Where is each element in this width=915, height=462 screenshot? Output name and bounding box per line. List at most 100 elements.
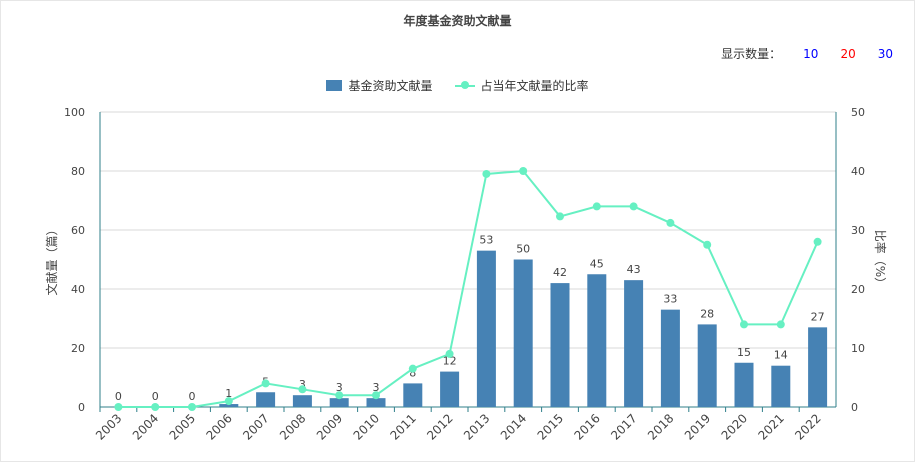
- bar-value-label: 14: [774, 349, 788, 362]
- bar: [256, 392, 276, 407]
- bar-value-label: 3: [336, 381, 343, 394]
- x-tick-label: 2012: [424, 411, 455, 442]
- bar-value-label: 43: [627, 263, 641, 276]
- chart-legend: 基金资助文献量 占当年文献量的比率: [0, 77, 915, 94]
- legend-line-label: 占当年文献量的比率: [480, 79, 589, 93]
- ratio-point: [261, 379, 270, 388]
- ratio-point: [629, 202, 638, 211]
- ratio-point: [224, 397, 233, 406]
- ratio-point: [482, 169, 491, 178]
- y-tick-label: 100: [64, 106, 85, 119]
- x-tick-label: 2013: [461, 411, 492, 442]
- bar-value-label: 0: [115, 390, 122, 403]
- x-tick-label: 2015: [535, 411, 566, 442]
- bar: [329, 398, 349, 407]
- legend-item-bar[interactable]: 基金资助文献量: [326, 77, 433, 94]
- display-count-label: 显示数量：: [721, 47, 782, 61]
- x-tick-label: 2003: [93, 411, 124, 442]
- x-tick-label: 2004: [130, 411, 161, 442]
- y-tick-label: 0: [78, 401, 85, 414]
- x-tick-label: 2022: [792, 411, 823, 442]
- ratio-point: [556, 212, 564, 221]
- x-tick-label: 2019: [682, 411, 713, 442]
- ratio-point: [298, 385, 307, 394]
- ratio-point: [666, 218, 675, 227]
- bar-value-label: 3: [299, 378, 306, 391]
- display-count-option-30[interactable]: 30: [877, 46, 893, 61]
- bar: [550, 283, 570, 407]
- bar: [513, 259, 533, 407]
- ratio-point: [703, 240, 712, 249]
- bar-value-label: 0: [152, 390, 159, 403]
- ratio-point: [776, 320, 785, 329]
- bar: [403, 383, 423, 407]
- legend-bar-label: 基金资助文献量: [348, 79, 433, 93]
- ratio-point: [445, 349, 454, 358]
- bar-value-label: 45: [590, 257, 604, 270]
- bar-value-label: 3: [373, 381, 380, 394]
- y2-tick-label: 30: [851, 224, 865, 237]
- y2-tick-label: 0: [851, 401, 858, 414]
- ratio-point: [740, 320, 748, 329]
- x-tick-label: 2011: [387, 411, 418, 442]
- x-tick-label: 2006: [203, 411, 234, 442]
- bar-value-label: 53: [479, 234, 493, 247]
- bar-value-label: 12: [443, 355, 457, 368]
- bar-value-label: 33: [663, 293, 677, 306]
- ratio-point: [188, 403, 196, 411]
- y-tick-label: 20: [71, 342, 85, 355]
- x-tick-label: 2009: [314, 411, 345, 442]
- ratio-point: [114, 403, 123, 411]
- x-tick-label: 2008: [277, 411, 308, 442]
- x-tick-label: 2007: [240, 411, 271, 442]
- display-count-selector: 显示数量： 10 20 30: [721, 45, 893, 62]
- bar: [219, 404, 239, 407]
- x-tick-label: 2017: [608, 411, 639, 442]
- bar-swatch-icon: [326, 80, 343, 91]
- y-axis-title: 文献量（篇）: [44, 223, 59, 295]
- y2-tick-label: 40: [851, 165, 865, 178]
- ratio-line: [118, 169, 819, 408]
- x-tick-label: 2016: [571, 411, 602, 442]
- x-tick-label: 2005: [167, 411, 198, 442]
- bar: [697, 324, 717, 407]
- bar-value-label: 28: [700, 307, 714, 320]
- y2-tick-label: 10: [851, 342, 865, 355]
- x-tick-label: 2010: [351, 411, 382, 442]
- bar: [660, 309, 680, 407]
- display-count-option-20[interactable]: 20: [840, 46, 856, 61]
- bar-value-label: 1: [225, 387, 232, 400]
- line-swatch-icon: [454, 80, 475, 91]
- legend-item-line[interactable]: 占当年文献量的比率: [454, 77, 589, 94]
- x-tick-label: 2018: [645, 411, 676, 442]
- y-tick-label: 80: [71, 165, 85, 178]
- ratio-point: [372, 391, 380, 400]
- ratio-point: [408, 364, 417, 373]
- bar: [292, 395, 312, 407]
- bar: [624, 280, 644, 407]
- y-tick-label: 40: [71, 283, 85, 296]
- display-count-option-10[interactable]: 10: [803, 46, 819, 61]
- ratio-point: [151, 403, 160, 411]
- bar: [476, 250, 496, 407]
- y-tick-label: 60: [71, 224, 85, 237]
- bar-value-label: 42: [553, 266, 567, 279]
- bar: [440, 371, 460, 407]
- x-tick-label: 2014: [498, 411, 529, 442]
- bar: [771, 365, 791, 407]
- bar-value-label: 50: [516, 243, 530, 256]
- bar-value-label: 15: [737, 346, 751, 359]
- bar-value-label: 0: [189, 390, 196, 403]
- bar: [808, 327, 828, 407]
- x-tick-label: 2020: [719, 411, 750, 442]
- x-tick-label: 2021: [755, 411, 786, 442]
- bar: [734, 362, 754, 407]
- ratio-point: [813, 237, 822, 246]
- y2-tick-label: 20: [851, 283, 865, 296]
- ratio-point: [519, 167, 528, 175]
- bar-value-label: 27: [811, 310, 825, 323]
- bar-value-label: 8: [409, 366, 416, 379]
- y2-axis-title: 比率（%）: [873, 230, 888, 289]
- ratio-point: [335, 391, 344, 400]
